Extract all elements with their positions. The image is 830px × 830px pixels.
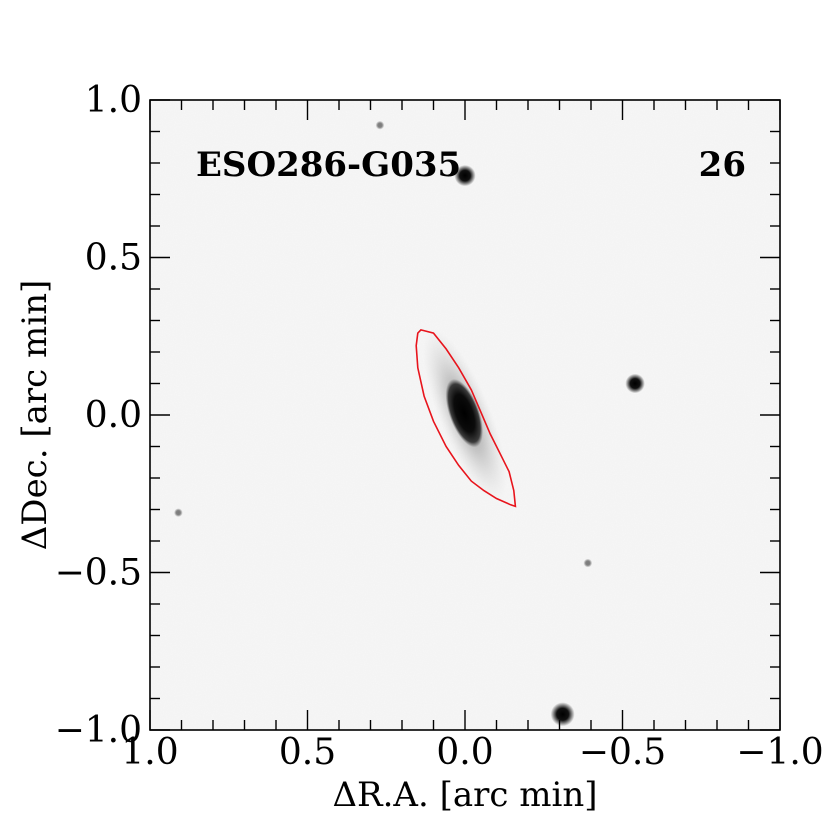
star-field <box>174 120 645 727</box>
isophote-contour <box>415 329 517 508</box>
y-tick-label: 1.0 <box>85 80 142 121</box>
y-axis-label: ΔDec. [arc min] <box>15 280 55 551</box>
x-tick-label: 0.0 <box>436 732 493 773</box>
galaxy-image <box>422 329 508 501</box>
star-point <box>174 508 183 517</box>
y-tick-label: −0.5 <box>55 553 142 594</box>
x-tick-label: 0.5 <box>279 732 336 773</box>
x-tick-label: −0.5 <box>579 732 666 773</box>
star-point <box>550 702 575 727</box>
star-point <box>625 373 645 394</box>
star-point <box>454 164 476 187</box>
plot-frame <box>149 99 781 731</box>
x-axis-label: ΔR.A. [arc min] <box>332 775 597 815</box>
star-point <box>583 558 593 568</box>
plot-area <box>150 100 780 730</box>
galaxy-core <box>445 378 484 448</box>
x-tick-label: 1.0 <box>121 732 178 773</box>
x-tick-label: −1.0 <box>736 732 823 773</box>
y-tick-label: 0.5 <box>85 238 142 279</box>
y-tick-label: 0.0 <box>85 395 142 436</box>
star-point <box>375 120 385 130</box>
x-tick-labels: 1.0 0.5 0.0 −0.5 −1.0 <box>121 732 823 773</box>
object-name-label: ESO286-G035 <box>196 145 461 185</box>
y-tick-label: −1.0 <box>55 710 142 751</box>
y-tick-labels: 1.0 0.5 0.0 −0.5 −1.0 <box>55 80 142 751</box>
panel-number-label: 26 <box>699 145 746 185</box>
